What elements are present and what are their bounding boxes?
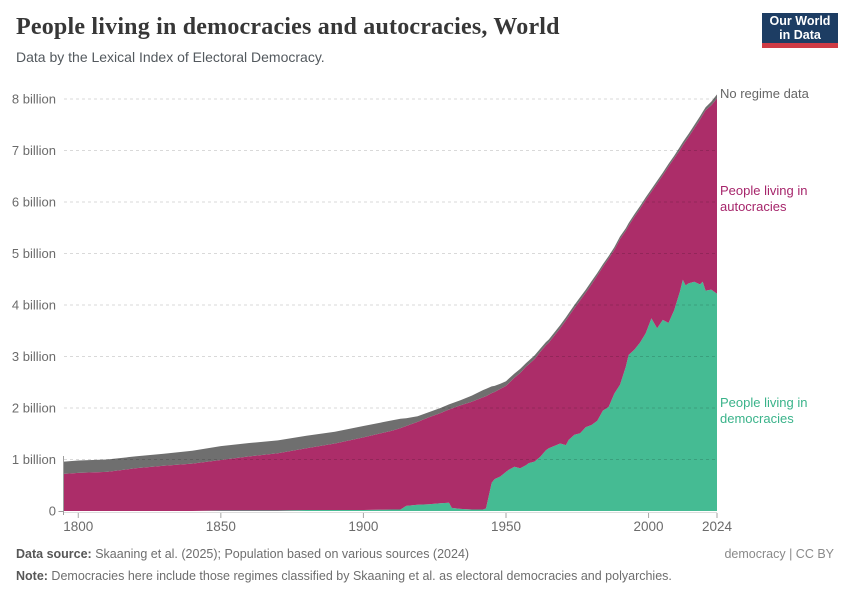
y-tick-label-3: 3 billion xyxy=(12,349,56,364)
page-subtitle: Data by the Lexical Index of Electoral D… xyxy=(16,49,325,65)
area-people-living-in-democracies xyxy=(64,279,717,511)
x-tick-label-1950: 1950 xyxy=(491,519,521,534)
y-tick-label-7: 7 billion xyxy=(12,143,56,158)
x-tick-label-1900: 1900 xyxy=(348,519,378,534)
owid-logo-line1: Our World xyxy=(769,14,831,28)
footer-source: Data source: Skaaning et al. (2025); Pop… xyxy=(16,547,470,561)
footer-source-row: Data source: Skaaning et al. (2025); Pop… xyxy=(16,547,834,561)
y-tick-label-5: 5 billion xyxy=(12,246,56,261)
x-tick-label-1800: 1800 xyxy=(63,519,93,534)
y-tick-label-0: 0 xyxy=(49,504,56,519)
x-tick-label-2000: 2000 xyxy=(634,519,664,534)
page-title: People living in democracies and autocra… xyxy=(16,14,560,40)
y-tick-label-4: 4 billion xyxy=(12,298,56,313)
footer-note-row: Note: Democracies here include those reg… xyxy=(16,569,672,583)
x-tick-label-2024: 2024 xyxy=(702,519,733,534)
legend-label-no-regime-data: No regime data xyxy=(720,86,809,101)
owid-logo-line2: in Data xyxy=(779,28,821,42)
y-tick-label-2: 2 billion xyxy=(12,401,56,416)
y-tick-label-6: 6 billion xyxy=(12,195,56,210)
owid-logo: Our World in Data xyxy=(762,13,838,48)
y-tick-label-1: 1 billion xyxy=(12,452,56,467)
legend-label-democracies: People living in democracies xyxy=(720,395,808,426)
x-tick-label-1850: 1850 xyxy=(206,519,236,534)
legend-label-autocracies: People living in autocracies xyxy=(720,183,808,214)
area-people-living-in-autocracies xyxy=(64,98,717,511)
footer-license: democracy | CC BY xyxy=(724,547,834,561)
y-tick-label-8: 8 billion xyxy=(12,92,56,107)
